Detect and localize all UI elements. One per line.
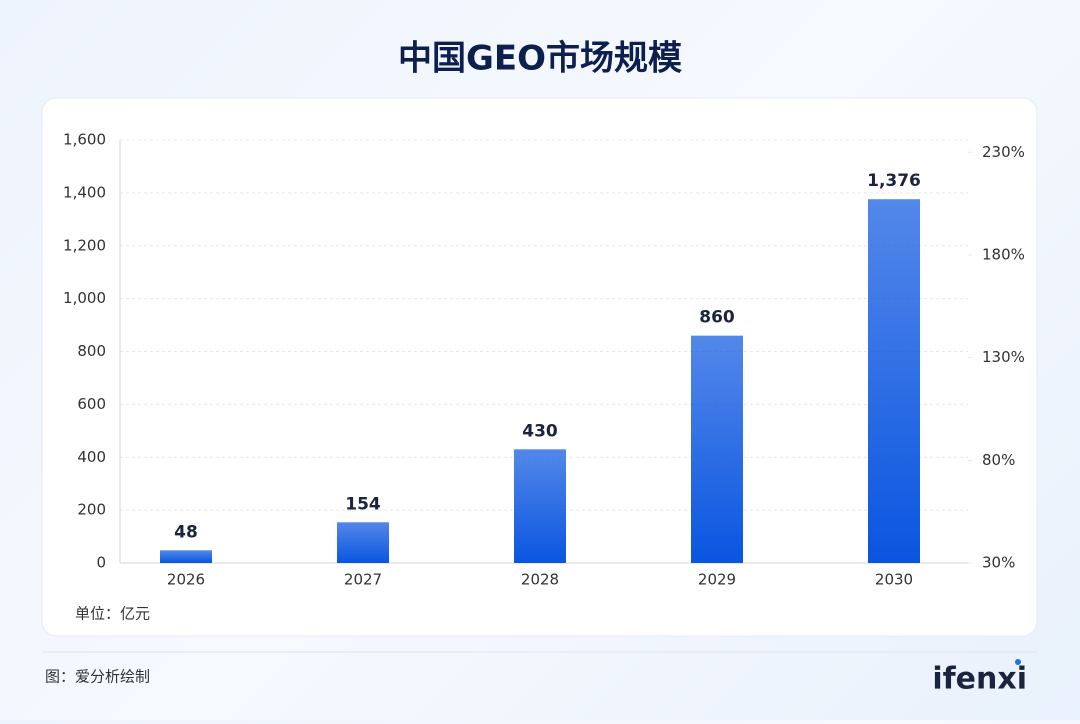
x-tick-label: 2030 bbox=[875, 571, 913, 589]
logo: ifenxi bbox=[932, 662, 1027, 697]
y-tick-label: 600 bbox=[77, 395, 106, 413]
value-label: 1,376 bbox=[867, 171, 921, 191]
y-tick-label: 800 bbox=[77, 342, 106, 360]
y-tick-label: 0 bbox=[96, 554, 106, 572]
chart-title: 中国GEO市场规模 bbox=[398, 39, 682, 79]
y2-tick-label: 80% bbox=[982, 451, 1015, 469]
value-label: 48 bbox=[174, 522, 198, 542]
bar bbox=[337, 522, 389, 563]
x-tick-label: 2028 bbox=[521, 571, 559, 589]
y2-tick-label: 180% bbox=[982, 245, 1025, 263]
bar bbox=[868, 199, 920, 563]
y-tick-label: 200 bbox=[77, 501, 106, 519]
bar bbox=[691, 335, 743, 563]
y2-tick-label: 30% bbox=[982, 554, 1015, 572]
x-tick-label: 2029 bbox=[698, 571, 736, 589]
logo-dot bbox=[1015, 659, 1021, 665]
x-tick-label: 2026 bbox=[167, 571, 205, 589]
bar bbox=[514, 449, 566, 563]
y2-tick-label: 130% bbox=[982, 348, 1025, 366]
value-label: 430 bbox=[522, 421, 558, 441]
source: 图：爱分析绘制 bbox=[45, 668, 150, 686]
y-tick-label: 1,400 bbox=[63, 183, 106, 201]
y2-tick-label: 230% bbox=[982, 143, 1025, 161]
value-label: 154 bbox=[345, 494, 381, 514]
y-tick-label: 400 bbox=[77, 448, 106, 466]
x-tick-label: 2027 bbox=[344, 571, 382, 589]
value-label: 860 bbox=[699, 308, 735, 328]
y-tick-label: 1,000 bbox=[63, 289, 106, 307]
unit-label: 单位：亿元 bbox=[75, 605, 150, 623]
y-tick-label: 1,600 bbox=[63, 131, 106, 149]
card bbox=[41, 97, 1038, 637]
bar bbox=[160, 550, 212, 563]
y-tick-label: 1,200 bbox=[63, 236, 106, 254]
